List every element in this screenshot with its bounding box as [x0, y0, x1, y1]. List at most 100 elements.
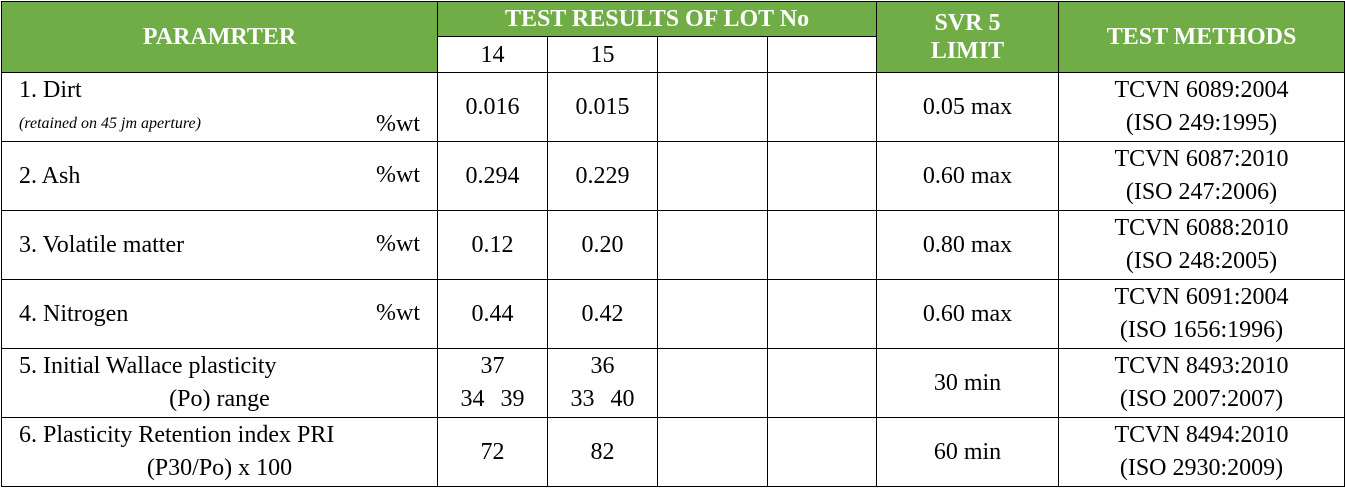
- method-cell: TCVN 6089:2004 (ISO 249:1995): [1058, 72, 1345, 142]
- parameter-cell: 3. Volatile matter %wt: [1, 210, 438, 280]
- parameter-cell: 2. Ash %wt: [1, 141, 438, 211]
- result-cell: [657, 348, 768, 418]
- method-line: (ISO 2007:2007): [1119, 386, 1284, 412]
- result-cell: 0.44: [437, 279, 548, 349]
- header-row: 14 15: [2, 36, 1345, 73]
- unit: %wt: [376, 111, 420, 137]
- header-parameter: PARAMRTER: [1, 1, 438, 73]
- method-line: TCVN 8493:2010: [1114, 353, 1289, 379]
- result-cell: [766, 141, 878, 211]
- header-row: PARAMRTER TEST RESULTS OF LOT No SVR 5 LIM…: [1, 1, 1345, 73]
- method-line: (ISO 2930:2009): [1119, 455, 1284, 481]
- result-cell: [766, 348, 878, 418]
- result-cell: [657, 279, 768, 349]
- method-line: TCVN 6088:2010: [1114, 215, 1289, 241]
- method-cell: TCVN 6087:2010 (ISO 247:2006): [1058, 141, 1345, 211]
- limit-cell: 0.60 max: [876, 279, 1060, 349]
- parameter-cell: 1. Dirt (retained on 45 jm aperture) %wt: [1, 72, 438, 142]
- data-row: 5. Initial Wallace plasticity (Po) range 3…: [1, 348, 1345, 418]
- header-limit-text: SVR 5 LIMIT: [930, 10, 1005, 64]
- result-cell: 0.015: [547, 72, 658, 142]
- result-cell: 0.294: [437, 141, 548, 211]
- header-limit: SVR 5 LIMIT: [876, 1, 1060, 73]
- result-cell: 0.20: [547, 210, 658, 280]
- result-value: 0.294: [465, 162, 520, 189]
- method-line: (ISO 1656:1996): [1119, 317, 1284, 343]
- parameter-cell: 6. Plasticity Retention index PRI (P30/Po…: [1, 417, 438, 487]
- method-cell: TCVN 8494:2010 (ISO 2930:2009): [1058, 417, 1345, 487]
- data-row: 6. Plasticity Retention index PRI (P30/Po…: [1, 417, 1345, 487]
- parameter-name: (P30/Po) x 100: [146, 455, 293, 481]
- result-value: 36: [590, 353, 615, 379]
- result-range: 33 40: [548, 383, 657, 416]
- parameter-name: 4. Nitrogen: [19, 300, 129, 327]
- method-cell: TCVN 6088:2010 (ISO 248:2005): [1058, 210, 1345, 280]
- method-line: (ISO 248:2005): [1125, 248, 1278, 274]
- result-cell: [657, 141, 768, 211]
- result-value: 0.44: [471, 300, 514, 327]
- lot-number: [657, 36, 768, 73]
- parameter-name: 6. Plasticity Retention index PRI: [19, 422, 335, 448]
- parameter-name: 1. Dirt: [19, 77, 82, 103]
- result-cell: 0.12: [437, 210, 548, 280]
- limit-cell: 0.80 max: [876, 210, 1060, 280]
- limit-cell: 0.05 max: [876, 72, 1060, 142]
- data-row: 4. Nitrogen %wt 0.44 0.42 0.60 max TCVN 6091:…: [1, 279, 1345, 349]
- range-value: 40: [610, 386, 635, 412]
- unit: %wt: [376, 300, 420, 326]
- method-line: TCVN 6091:2004: [1114, 284, 1289, 310]
- parameter-name: (Po) range: [169, 386, 270, 412]
- parameter-cell: 5. Initial Wallace plasticity (Po) range: [1, 348, 438, 418]
- method-cell: TCVN 8493:2010 (ISO 2007:2007): [1058, 348, 1345, 418]
- result-value: 0.229: [575, 162, 630, 189]
- method-line: (ISO 247:2006): [1125, 179, 1278, 205]
- result-cell: 82: [547, 417, 658, 487]
- result-cell: 36 33 40: [547, 348, 658, 418]
- parameter-note: (retained on 45 jm aperture): [19, 115, 201, 132]
- result-cell: 0.016: [437, 72, 548, 142]
- lot-number: 15: [547, 36, 658, 73]
- method-line: TCVN 6089:2004: [1114, 77, 1289, 103]
- result-value: 0.42: [581, 300, 624, 327]
- result-cell: [766, 417, 878, 487]
- unit: %wt: [376, 231, 420, 257]
- method-line: TCVN 6087:2010: [1114, 146, 1289, 172]
- result-cell: [657, 72, 768, 142]
- limit-cell: 60 min: [876, 417, 1060, 487]
- parameter-name: 5. Initial Wallace plasticity: [19, 353, 277, 379]
- data-row: 3. Volatile matter %wt 0.12 0.20 0.80 max TCV…: [1, 210, 1345, 280]
- parameter-name: 2. Ash: [19, 162, 81, 189]
- result-value: 0.016: [465, 93, 520, 120]
- range-value: 34: [460, 386, 485, 412]
- parameter-cell: 4. Nitrogen %wt: [1, 279, 438, 349]
- result-value: 72: [480, 438, 505, 465]
- result-value: 0.20: [581, 231, 624, 258]
- result-cell: [766, 72, 878, 142]
- data-row: 2. Ash %wt 0.294 0.229 0.60 max TCVN 6087:201…: [1, 141, 1345, 211]
- result-cell: 37 34 39: [437, 348, 548, 418]
- parameter-name: 3. Volatile matter: [19, 231, 185, 258]
- result-value: 0.12: [471, 231, 514, 258]
- result-cell: 0.229: [547, 141, 658, 211]
- header-test-results: TEST RESULTS OF LOT No: [436, 1, 878, 37]
- result-cell: [657, 417, 768, 487]
- result-cell: [766, 210, 878, 280]
- header-methods: TEST METHODS: [1058, 1, 1345, 73]
- data-row: 1. Dirt (retained on 45 jm aperture) %wt 0.…: [1, 72, 1345, 142]
- method-cell: TCVN 6091:2004 (ISO 1656:1996): [1058, 279, 1345, 349]
- lot-number: [766, 36, 878, 73]
- method-line: (ISO 249:1995): [1125, 110, 1278, 136]
- range-value: 39: [500, 386, 525, 412]
- result-value: 82: [590, 438, 615, 465]
- result-cell: [657, 210, 768, 280]
- lot-number: 14: [437, 36, 548, 73]
- result-cell: 72: [437, 417, 548, 487]
- result-value: 37: [480, 353, 505, 379]
- result-range: 34 39: [438, 383, 547, 416]
- unit: %wt: [376, 162, 420, 188]
- limit-cell: 0.60 max: [876, 141, 1060, 211]
- method-line: TCVN 8494:2010: [1114, 422, 1289, 448]
- result-cell: 0.42: [547, 279, 658, 349]
